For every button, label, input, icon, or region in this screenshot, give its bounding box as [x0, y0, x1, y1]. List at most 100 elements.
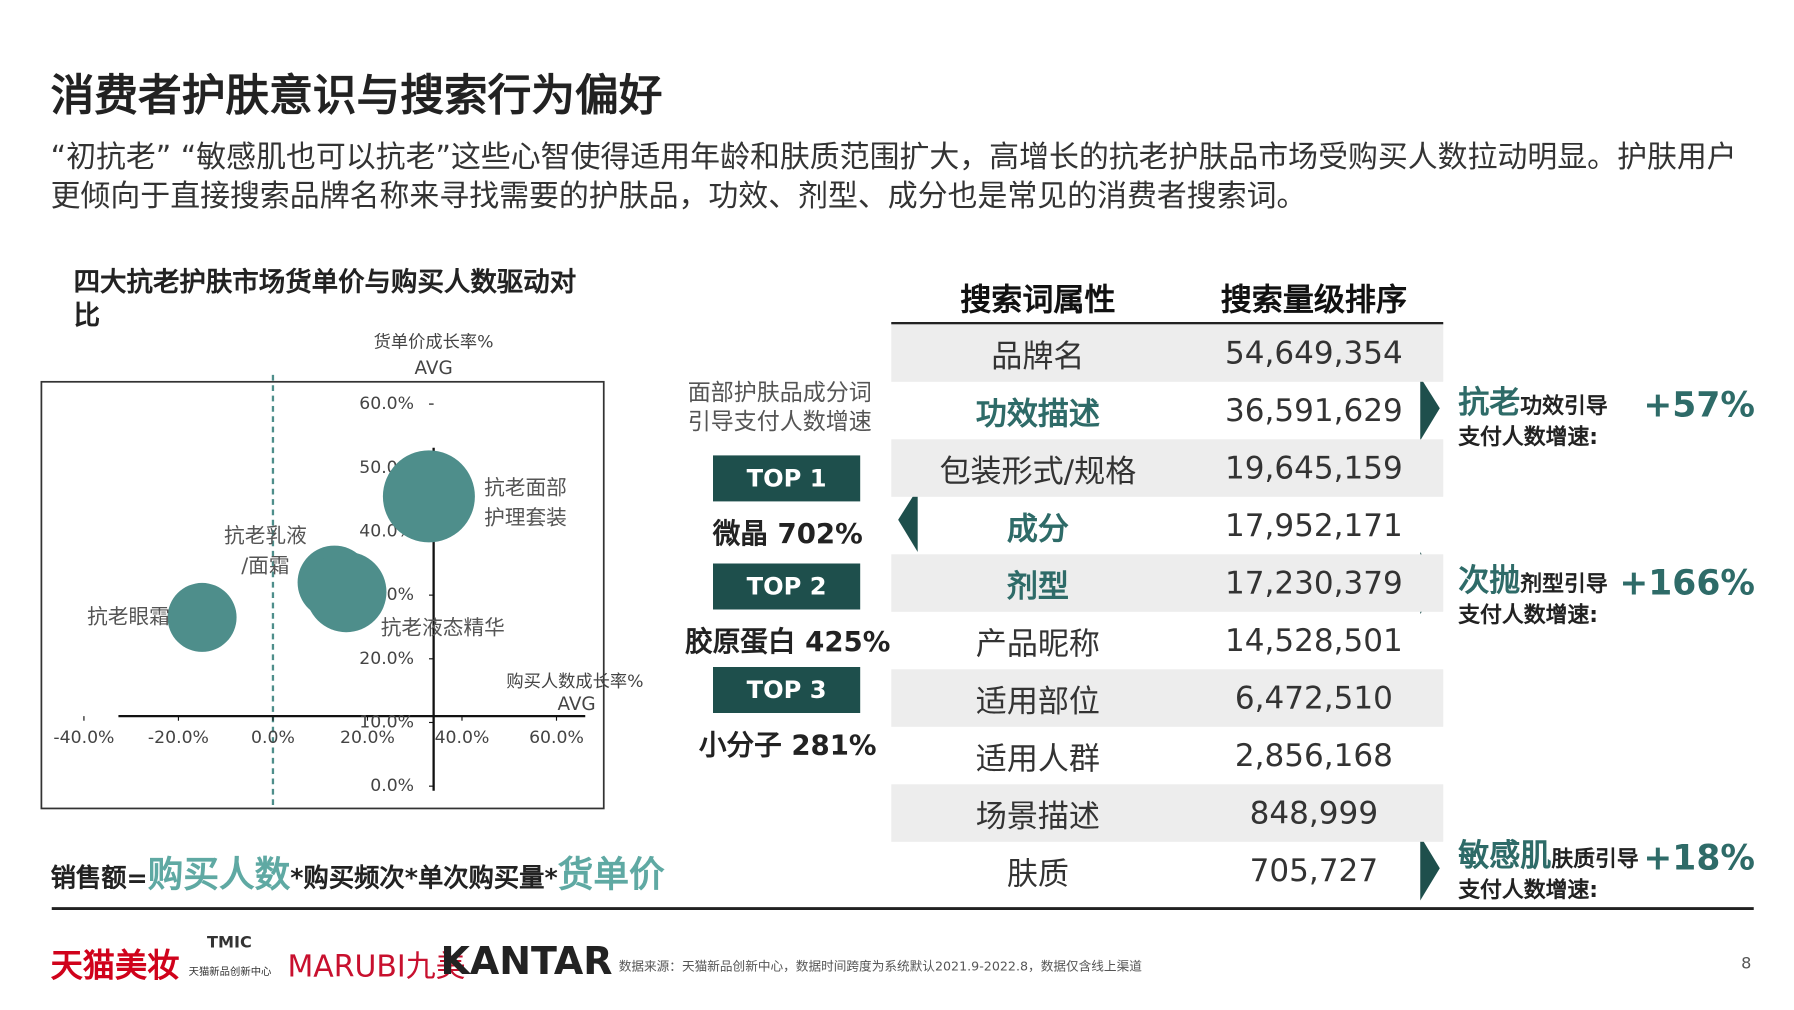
table-cell: 848,999	[1249, 795, 1379, 831]
callouts: 抗老功效引导 支付人数增速: +57% 次抛剂型引导 支付人数增速: +166% 敏感肌肤质…	[1447, 0, 1792, 1010]
y-tick-label: 0.0%	[370, 776, 414, 796]
table-header: 搜索量级排序	[1220, 282, 1408, 319]
x-tick-label: 40.0%	[435, 728, 490, 748]
logo: 天猫美妆	[50, 946, 180, 985]
y-tick-label: 20.0%	[359, 649, 414, 669]
callout-metric: 支付人数增速:	[1458, 877, 1599, 903]
table-row: 适用人群 2,856,168	[891, 727, 1443, 785]
table-cell: 场景描述	[975, 798, 1100, 835]
callout-keyword: 抗老	[1458, 385, 1521, 421]
table-row: 包装形式/规格 19,645,159	[891, 439, 1444, 497]
y-axis-title: 货单价成长率%	[374, 333, 494, 353]
callout-driver: 功效引导	[1520, 393, 1608, 419]
arrow	[898, 488, 918, 552]
logo: 天猫新品创新中心	[188, 967, 272, 979]
callout-keyword: 敏感肌	[1458, 838, 1552, 874]
table-row: 剂型 17,230,379	[891, 554, 1444, 612]
x-tick-label: 60.0%	[529, 728, 584, 748]
plot-frame	[40, 380, 605, 810]
table-cell: 功效描述	[975, 396, 1100, 432]
arrow	[1420, 552, 1440, 615]
table-cell: 2,856,168	[1234, 737, 1393, 774]
page-number: 8	[1741, 954, 1752, 973]
rank-badge: TOP 3	[713, 667, 861, 713]
ingredient-caption: 引导支付人数增速	[687, 407, 872, 435]
x-tick-label: -20.0%	[148, 728, 209, 748]
rank-text: 胶原蛋白 425%	[685, 625, 891, 658]
callout-driver: 肤质引导	[1551, 846, 1639, 872]
logo: MARUBI九美	[287, 949, 466, 985]
y-axis-subtitle: AVG	[415, 358, 453, 379]
table-cell: 产品昵称	[975, 626, 1100, 662]
callout-keyword: 次抛	[1458, 563, 1521, 600]
callout-metric: 支付人数增速:	[1458, 424, 1599, 450]
bubble-label: 抗老眼霜	[87, 604, 170, 628]
y-tick-label: 10.0%	[359, 712, 414, 732]
x-axis-subtitle: AVG	[557, 694, 595, 715]
table-header: 搜索词属性	[960, 282, 1116, 319]
title: 消费者护肤意识与搜索行为偏好	[50, 70, 663, 121]
table-row: 肤质 705,727	[891, 842, 1443, 900]
table-cell: 适用部位	[975, 683, 1100, 720]
x-tick-label: -40.0%	[53, 728, 114, 748]
callout-driver: 剂型引导	[1520, 571, 1608, 597]
ingredient-caption: 面部护肤品成分词	[687, 378, 872, 406]
bubble-label: 抗老面部	[484, 475, 567, 499]
rank-text: 小分子 281%	[698, 729, 877, 762]
table-cell: 肤质	[1006, 856, 1069, 892]
bubble	[167, 582, 237, 652]
bubble-label: 抗老液态精华	[381, 616, 505, 640]
table-cell: 14,528,501	[1224, 622, 1403, 659]
callout-value: +57%	[1643, 385, 1755, 426]
arrow	[1420, 836, 1440, 901]
callout-line: 抗老功效引导	[1458, 377, 1608, 422]
callout-line: 敏感肌肤质引导	[1458, 830, 1639, 875]
arrow	[1420, 377, 1440, 441]
table-cell: 17,230,379	[1224, 565, 1403, 601]
table-cell: 品牌名	[991, 338, 1085, 375]
table-cell: 17,952,171	[1224, 507, 1403, 544]
formula-part: 购买人数	[147, 854, 291, 896]
table-cell: 705,727	[1249, 852, 1379, 889]
x-tick-label: 0.0%	[251, 728, 295, 748]
callout-value: +166%	[1619, 563, 1755, 604]
footer: 天猫美妆 TMIC 天猫新品创新中心 MARUBI九美 KANTAR 数据来源：天猫新品创…	[0, 920, 1794, 1001]
table-header-row: 搜索词属性 搜索量级排序	[891, 267, 1444, 324]
table-row: 场景描述 848,999	[891, 784, 1444, 842]
table-cell: 适用人群	[975, 741, 1100, 777]
table-row: 成分 17,952,171	[891, 497, 1443, 555]
callout-line: 次抛剂型引导	[1458, 555, 1608, 600]
bubble-label: 抗老乳液	[224, 523, 307, 547]
callout-metric: 支付人数增速:	[1458, 602, 1599, 628]
formula: 销售额=购买人数*购买频次*单次购买量*货单价	[51, 845, 665, 897]
rank-badge: TOP 1	[713, 455, 861, 502]
formula-part: 销售额=	[50, 864, 148, 894]
logo: TMIC	[207, 933, 252, 953]
table-row: 品牌名 54,649,354	[891, 323, 1444, 382]
callout-value: +18%	[1643, 838, 1755, 879]
logo: KANTAR	[440, 938, 613, 984]
table-row: 功效描述 36,591,629	[891, 382, 1443, 440]
rank-text: 微晶 702%	[712, 517, 863, 550]
table-row: 适用部位 6,472,510	[891, 669, 1444, 727]
search-table: 搜索词属性 搜索量级排序品牌名 54,649,354 功效描述 36,591,629 包装…	[891, 267, 1444, 900]
bubble-label: /面霜	[241, 553, 289, 577]
table-cell: 包装形式/规格	[939, 453, 1137, 490]
table-cell: 6,472,510	[1234, 680, 1393, 716]
bubble	[382, 450, 475, 543]
ingredients: 面部护肤品成分词 引导支付人数增速 TOP 1 微晶 702% TOP 2 胶原蛋白 42…	[679, 374, 909, 777]
table-cell: 剂型	[1006, 568, 1069, 605]
table-cell: 36,591,629	[1224, 392, 1403, 429]
x-axis-title: 购买人数成长率%	[506, 672, 643, 692]
subtitle: “初抗老” “敏感肌也可以抗老”这些心智使得适用年龄和肤质范围扩大，高增长的抗老…	[50, 140, 1737, 214]
table-cell: 19,645,159	[1224, 450, 1403, 486]
table-cell: 成分	[1006, 511, 1069, 547]
formula-part: 货单价	[557, 854, 665, 896]
formula-part: *购买频次*单次购买量*	[290, 864, 558, 894]
source-note: 数据来源：天猫新品创新中心，数据时间跨度为系统默认2021.9-2022.8，数…	[618, 959, 1142, 975]
x-tick-label: 20.0%	[340, 728, 395, 748]
bubble-label: 护理套装	[484, 505, 567, 529]
